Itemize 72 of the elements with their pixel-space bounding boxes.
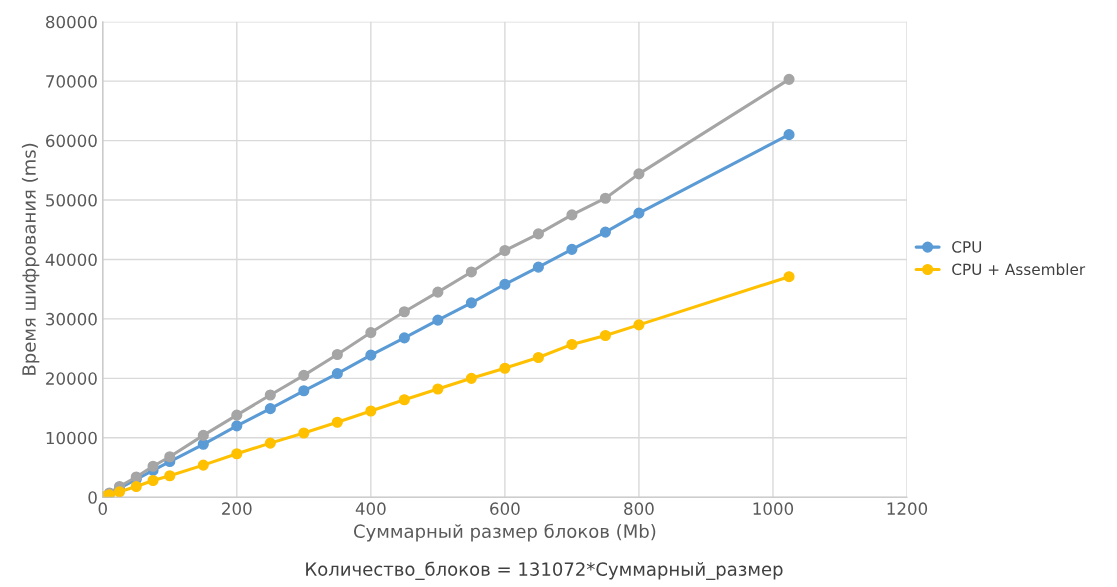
point bbox=[532, 228, 544, 240]
y-tick-label: 70000 bbox=[46, 75, 97, 88]
point bbox=[164, 451, 176, 463]
point bbox=[164, 470, 176, 482]
legend-label: CPU bbox=[952, 241, 982, 253]
x-tick-label: 800 bbox=[624, 502, 654, 515]
point bbox=[566, 338, 578, 351]
y-tick-label: 60000 bbox=[46, 134, 97, 148]
point bbox=[532, 261, 544, 273]
point bbox=[465, 372, 477, 384]
point bbox=[566, 209, 578, 221]
point bbox=[633, 319, 645, 331]
text: Количество_блоков = 131072*Суммарный_размер bbox=[306, 561, 783, 580]
point bbox=[331, 348, 343, 361]
point bbox=[783, 73, 795, 85]
point bbox=[197, 429, 209, 441]
point bbox=[365, 405, 377, 417]
point bbox=[147, 474, 159, 487]
legend-label: CPU + Assembler bbox=[952, 263, 1086, 276]
point bbox=[298, 385, 310, 397]
point bbox=[331, 416, 343, 428]
point bbox=[599, 192, 611, 204]
point bbox=[432, 314, 444, 326]
x-tick-label: 200 bbox=[222, 502, 252, 515]
point bbox=[532, 351, 544, 364]
y-tick-label: 10000 bbox=[46, 431, 97, 445]
x-tick-label: 1200 bbox=[887, 502, 928, 515]
point bbox=[298, 427, 310, 439]
y-tick-label: 80000 bbox=[46, 15, 97, 29]
point bbox=[197, 438, 209, 450]
point bbox=[633, 207, 645, 219]
point bbox=[398, 394, 410, 406]
point bbox=[499, 244, 511, 257]
point bbox=[465, 266, 477, 278]
point bbox=[264, 389, 276, 401]
point bbox=[499, 362, 511, 374]
point bbox=[231, 448, 243, 460]
x-axis-title: Суммарный размер блоков (Mb) bbox=[353, 523, 656, 542]
point bbox=[465, 297, 477, 309]
point bbox=[783, 271, 795, 283]
y-axis-title: Время шифрования (ms) bbox=[21, 143, 40, 375]
y-tick-label: 50000 bbox=[46, 193, 97, 207]
x-tick-label: 1000 bbox=[753, 502, 794, 515]
x-tick-label: 0 bbox=[98, 502, 107, 515]
y-tick-label: 20000 bbox=[46, 372, 97, 385]
point bbox=[264, 437, 276, 449]
point bbox=[264, 403, 276, 415]
point bbox=[566, 243, 578, 255]
point bbox=[231, 409, 243, 421]
point bbox=[398, 306, 410, 318]
y-tick-label: 40000 bbox=[45, 253, 97, 267]
x-tick-label: 600 bbox=[490, 502, 520, 515]
y-tick-label: 30000 bbox=[46, 312, 97, 326]
point bbox=[365, 349, 377, 361]
point bbox=[365, 327, 377, 339]
point bbox=[783, 129, 795, 141]
point bbox=[147, 460, 159, 472]
point bbox=[231, 420, 243, 432]
point bbox=[113, 486, 126, 498]
point bbox=[331, 368, 343, 380]
y-tick-label: 0 bbox=[88, 491, 97, 504]
x-tick-label: 400 bbox=[355, 502, 386, 515]
point bbox=[130, 480, 142, 493]
point bbox=[599, 226, 611, 238]
point bbox=[432, 286, 444, 298]
point bbox=[633, 168, 645, 180]
point bbox=[298, 369, 310, 381]
point bbox=[599, 329, 611, 342]
point bbox=[398, 332, 410, 344]
point bbox=[197, 459, 209, 471]
point bbox=[432, 383, 444, 395]
point bbox=[499, 278, 511, 290]
